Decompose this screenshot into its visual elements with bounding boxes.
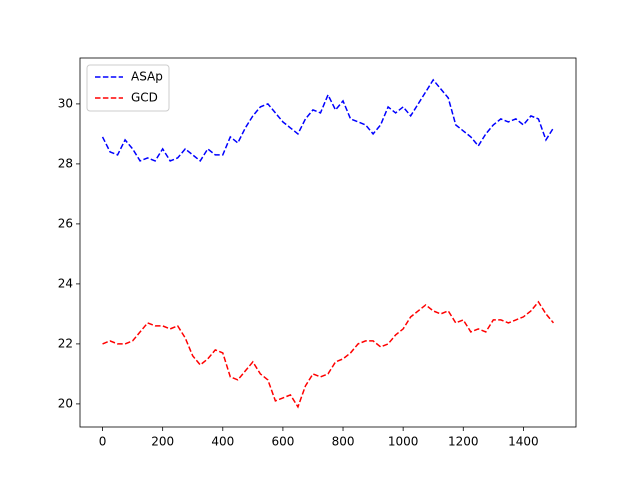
y-tick-label: 20 (58, 396, 73, 410)
x-tick-label: 1000 (388, 435, 419, 449)
series-line (101, 78, 555, 163)
y-tick-label: 22 (58, 336, 73, 350)
x-tick-label: 400 (211, 435, 234, 449)
x-tick-label: 1400 (508, 435, 539, 449)
legend-label: GCD (131, 91, 158, 105)
x-tick-label: 1200 (448, 435, 479, 449)
y-tick-label: 28 (58, 156, 73, 170)
plot-frame (79, 57, 577, 428)
y-tick-label: 30 (58, 96, 73, 110)
y-tick-label: 24 (58, 276, 73, 290)
x-tick-label: 0 (99, 435, 107, 449)
series-line (102, 300, 555, 409)
x-tick-label: 600 (271, 435, 294, 449)
x-tick-label: 200 (151, 435, 174, 449)
legend-label: ASAp (131, 70, 163, 84)
y-tick-label: 26 (58, 216, 73, 230)
x-tick-label: 800 (332, 435, 355, 449)
